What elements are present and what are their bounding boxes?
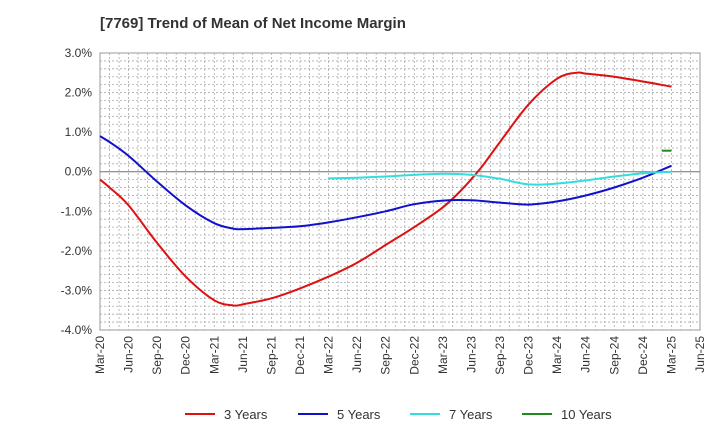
x-tick-label: Sep-23: [493, 336, 507, 375]
y-tick-label: 3.0%: [65, 46, 93, 60]
x-tick-label: Sep-20: [150, 336, 164, 375]
plot-frame: [99, 52, 701, 331]
x-tick-label: Mar-23: [436, 336, 450, 374]
x-tick-label: Jun-21: [236, 336, 250, 373]
x-tick-label: Mar-22: [322, 336, 336, 374]
chart-title: [7769] Trend of Mean of Net Income Margi…: [100, 15, 406, 32]
x-tick-label: Sep-21: [264, 336, 278, 375]
x-tick-label: Dec-22: [407, 336, 421, 375]
x-tick-label: Mar-21: [207, 336, 221, 374]
series-lines: [99, 71, 672, 307]
x-tick-label: Mar-24: [550, 336, 564, 374]
axes: 3.0%2.0%1.0%0.0%-1.0%-2.0%-3.0%-4.0%Mar-…: [61, 46, 707, 375]
y-tick-label: 2.0%: [65, 86, 93, 100]
legend: 3 Years 5 Years 7 Years 10 Years: [185, 407, 612, 422]
x-tick-label: Dec-21: [293, 336, 307, 375]
x-tick-label: Sep-24: [607, 336, 621, 375]
legend-label-7-years: 7 Years: [449, 407, 493, 422]
legend-label-10-years: 10 Years: [561, 407, 612, 422]
x-tick-label: Jun-23: [464, 336, 478, 373]
y-tick-label: -3.0%: [61, 283, 93, 297]
series-line-3-years: [99, 71, 672, 307]
legend-label-5-years: 5 Years: [337, 407, 381, 422]
y-tick-label: 1.0%: [65, 125, 93, 139]
grid: [99, 52, 701, 331]
series-line-5-years: [99, 135, 672, 231]
x-tick-label: Dec-23: [522, 336, 536, 375]
y-tick-label: -2.0%: [61, 244, 93, 258]
x-tick-label: Jun-24: [579, 336, 593, 373]
legend-label-3-years: 3 Years: [224, 407, 268, 422]
y-tick-label: -4.0%: [61, 323, 93, 337]
x-tick-label: Dec-24: [636, 336, 650, 375]
series-line-7-years: [328, 170, 672, 186]
x-tick-label: Mar-20: [93, 336, 107, 374]
x-tick-label: Sep-22: [379, 336, 393, 375]
x-tick-label: Dec-20: [179, 336, 193, 375]
x-tick-label: Jun-25: [693, 336, 707, 373]
x-tick-label: Mar-25: [664, 336, 678, 374]
x-tick-label: Jun-20: [122, 336, 136, 373]
x-tick-label: Jun-22: [350, 336, 364, 373]
y-tick-label: -1.0%: [61, 204, 93, 218]
y-tick-label: 0.0%: [65, 165, 93, 179]
